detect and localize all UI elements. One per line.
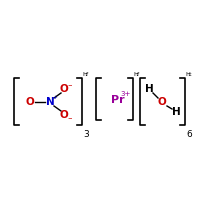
Text: hf: hf	[82, 72, 88, 77]
Text: ht: ht	[185, 72, 192, 77]
Text: H: H	[145, 84, 153, 94]
Text: O: O	[60, 84, 68, 94]
Text: O: O	[26, 97, 34, 107]
Text: −: −	[68, 116, 72, 120]
Text: N: N	[46, 97, 54, 107]
Text: 3: 3	[83, 130, 89, 139]
Text: +: +	[52, 95, 57, 100]
Text: 6: 6	[186, 130, 192, 139]
Text: hf: hf	[133, 72, 139, 77]
Text: O: O	[158, 97, 166, 107]
Text: 3+: 3+	[121, 91, 131, 97]
Text: −: −	[68, 82, 72, 88]
Text: H: H	[172, 107, 180, 117]
Text: O: O	[60, 110, 68, 120]
Text: Pr: Pr	[111, 95, 125, 105]
